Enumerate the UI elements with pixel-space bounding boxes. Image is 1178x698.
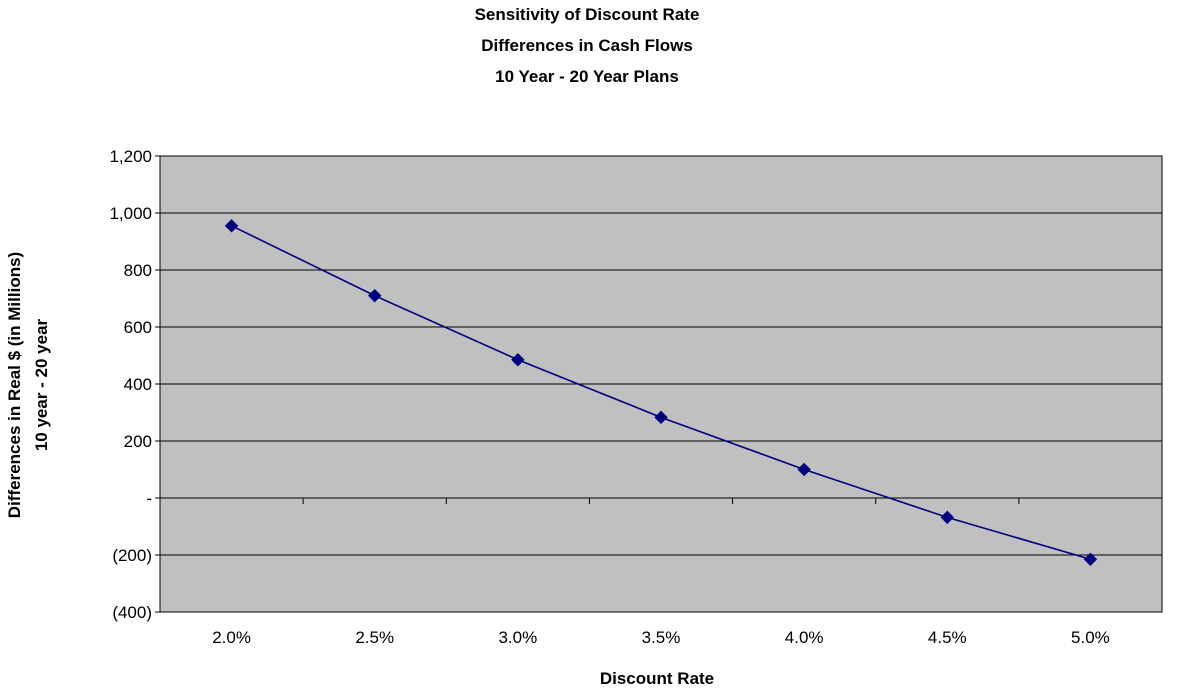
- y-axis-title: Differences in Real $ (in Millions) 10 y…: [5, 252, 51, 518]
- x-tick-label: 4.5%: [928, 628, 967, 647]
- y-tick-label: 1,200: [109, 147, 152, 166]
- chart-title-line-1: Sensitivity of Discount Rate: [475, 5, 700, 24]
- y-tick-label: -: [146, 489, 152, 508]
- x-tick-label: 4.0%: [785, 628, 824, 647]
- y-axis-title-line-1: Differences in Real $ (in Millions): [5, 252, 24, 518]
- data-point: [224, 219, 239, 233]
- y-tick-label: 1,000: [109, 204, 152, 223]
- y-tick-label: (200): [112, 546, 152, 565]
- data-point: [654, 410, 668, 425]
- y-axis-tick-labels: (400) (200) - 200 400 600 800 1,000 1,200: [109, 147, 152, 622]
- data-point: [368, 288, 382, 303]
- y-tick-label: 200: [124, 432, 152, 451]
- x-tick-label: 5.0%: [1071, 628, 1110, 647]
- data-point: [511, 353, 525, 367]
- y-axis-title-line-2: 10 year - 20 year: [32, 318, 51, 451]
- x-axis-tick-labels: 2.0% 2.5% 3.0% 3.5% 4.0% 4.5% 5.0%: [212, 628, 1110, 647]
- x-axis-title: Discount Rate: [600, 669, 714, 688]
- data-point: [1083, 552, 1098, 566]
- data-point: [940, 510, 954, 525]
- y-tick-label: 800: [124, 261, 152, 280]
- data-point: [797, 462, 811, 477]
- chart-title-line-3: 10 Year - 20 Year Plans: [495, 67, 679, 86]
- y-tick-label: (400): [112, 603, 152, 622]
- y-tick-label: 400: [124, 375, 152, 394]
- x-tick-label: 2.5%: [355, 628, 394, 647]
- y-tick-label: 600: [124, 318, 152, 337]
- chart-title: Sensitivity of Discount Rate Differences…: [475, 5, 700, 86]
- data-series: [224, 219, 1098, 566]
- gridlines: [155, 155, 1162, 613]
- x-tick-label: 3.5%: [642, 628, 681, 647]
- x-tick-label: 3.0%: [498, 628, 537, 647]
- chart-title-line-2: Differences in Cash Flows: [481, 36, 693, 55]
- x-tick-label: 2.0%: [212, 628, 251, 647]
- x-axis-ticks: [302, 498, 1020, 504]
